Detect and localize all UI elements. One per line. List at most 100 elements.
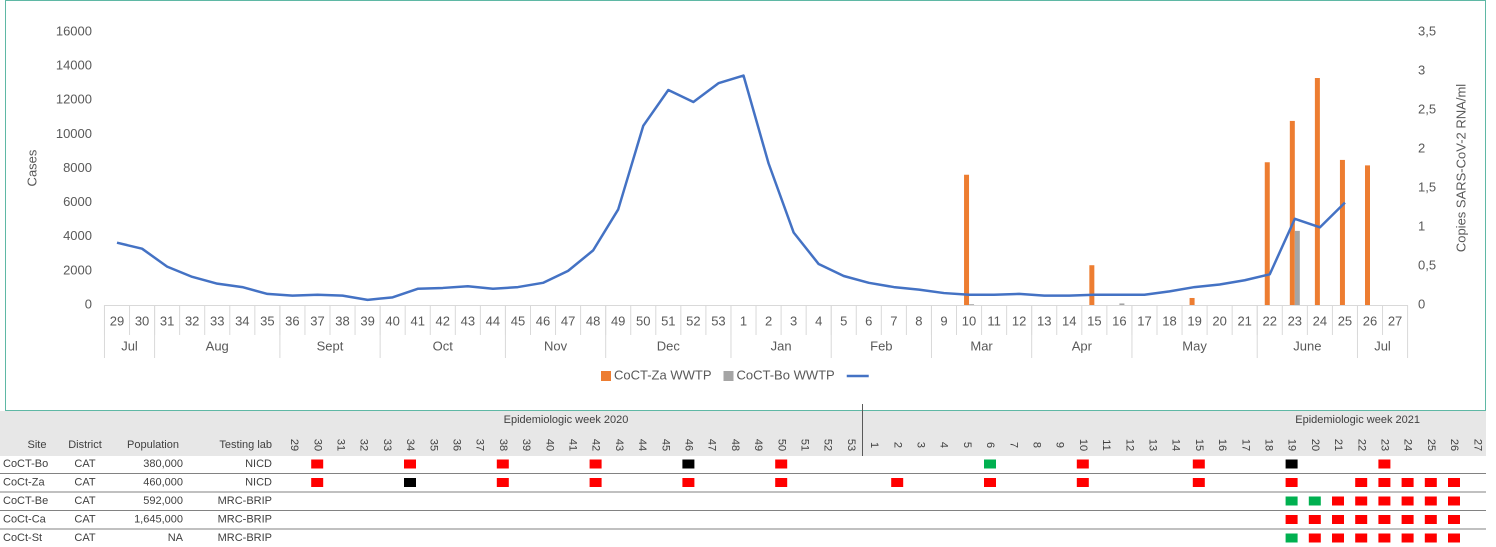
- x-tick-label: 7: [890, 313, 897, 328]
- x-tick-label: 20: [1212, 313, 1226, 328]
- month-label: Nov: [544, 338, 568, 353]
- x-tick-label: 47: [561, 313, 575, 328]
- week-header: 36: [450, 439, 462, 451]
- x-tick-label: 15: [1087, 313, 1101, 328]
- x-tick-label: 51: [661, 313, 675, 328]
- month-label: Oct: [433, 338, 454, 353]
- legend-label: CoCT-Za WWTP: [614, 367, 712, 382]
- x-tick-label: 17: [1137, 313, 1151, 328]
- x-tick-label: 45: [511, 313, 525, 328]
- x-tick-label: 33: [210, 313, 224, 328]
- week-header: 9: [1054, 442, 1066, 448]
- y-axis-label: Cases: [24, 149, 39, 186]
- y-tick-label: 12000: [56, 92, 92, 107]
- week-header: 47: [706, 439, 718, 451]
- week-header: 3: [914, 442, 926, 448]
- week-header: 24: [1402, 439, 1414, 451]
- week-header: 6: [984, 442, 996, 448]
- line: [116, 74, 1346, 302]
- week-header: 13: [1146, 439, 1158, 451]
- status-cell: [1448, 496, 1460, 506]
- cell-text: CoCt-St: [3, 532, 42, 544]
- status-cell: [1448, 478, 1460, 487]
- x-tick-label: 43: [461, 313, 475, 328]
- y2-tick-label: 0: [1418, 296, 1425, 311]
- week-header: 41: [566, 439, 578, 451]
- week-header: 20: [1309, 439, 1321, 451]
- month-label: June: [1293, 338, 1321, 353]
- week-header: 2: [891, 442, 903, 448]
- cell-text: CAT: [74, 476, 95, 488]
- week-header: 43: [613, 439, 625, 451]
- status-cell: [1355, 515, 1368, 524]
- x-tick-label: 53: [711, 313, 725, 328]
- bar: [1089, 265, 1095, 305]
- x-tick-label: 34: [235, 313, 249, 328]
- week-header: 18: [1262, 439, 1274, 451]
- week-header: 38: [497, 439, 509, 451]
- x-tick-label: 16: [1112, 313, 1126, 328]
- week-header: 29: [288, 439, 300, 451]
- status-cell: [1285, 459, 1298, 469]
- column-header: Site: [28, 439, 47, 451]
- cell-text: 592,000: [143, 495, 183, 507]
- x-tick-label: 4: [815, 313, 822, 328]
- x-tick-label: 9: [940, 313, 947, 328]
- week-header: 19: [1286, 439, 1298, 451]
- cell-text: CAT: [74, 458, 95, 470]
- status-cell: [1076, 478, 1089, 487]
- month-label: Feb: [870, 338, 892, 353]
- x-tick-label: 41: [410, 313, 424, 328]
- y-tick-label: 6000: [63, 194, 92, 209]
- week-header: 27: [1471, 439, 1483, 451]
- year-header: Epidemiologic week 2020: [504, 414, 629, 426]
- bar: [1289, 120, 1295, 305]
- x-tick-label: 12: [1012, 313, 1026, 328]
- status-cell: [1192, 478, 1205, 487]
- table: Epidemiologic week 2020 Epidemiologic wee…: [0, 414, 1486, 544]
- x-tick-label: 22: [1263, 313, 1277, 328]
- cell-text: NA: [168, 532, 184, 544]
- status-cell: [311, 459, 324, 469]
- week-header: 16: [1216, 439, 1228, 451]
- x-tick-label: 25: [1338, 313, 1352, 328]
- status-cell: [1332, 515, 1344, 524]
- week-header: 31: [334, 439, 346, 451]
- month-label: Jan: [771, 338, 792, 353]
- x-tick-label: 50: [636, 313, 650, 328]
- x-tick-label: 21: [1237, 313, 1251, 328]
- week-header: 42: [590, 439, 602, 451]
- x-tick-label: 27: [1388, 313, 1402, 328]
- month-label: Apr: [1072, 338, 1093, 353]
- status-cell: [404, 459, 416, 469]
- legend-swatch: [723, 371, 734, 381]
- y2-tick-label: 1: [1418, 218, 1425, 233]
- x-tick-label: 32: [185, 313, 199, 328]
- y-tick-label: 14000: [56, 58, 92, 73]
- week-header: 34: [404, 439, 416, 451]
- y-tick-label: 0: [85, 296, 92, 311]
- y-tick-label: 2000: [63, 262, 92, 277]
- x-tick-label: 19: [1187, 313, 1201, 328]
- x-tick-label: 29: [110, 313, 124, 328]
- week-header: 21: [1332, 439, 1344, 451]
- y2-tick-label: 2,5: [1418, 101, 1436, 116]
- status-cell: [1332, 496, 1344, 506]
- week-header: 25: [1425, 439, 1437, 451]
- status-cell: [1355, 533, 1368, 543]
- x-tick-label: 36: [285, 313, 299, 328]
- status-cell: [1308, 515, 1321, 524]
- bar: [1365, 165, 1370, 305]
- bar: [1189, 297, 1195, 305]
- week-header: 45: [659, 439, 671, 451]
- status-cell: [682, 459, 695, 469]
- y2-tick-label: 1,5: [1418, 179, 1436, 194]
- status-cell: [1355, 496, 1368, 506]
- x-tick-label: 24: [1313, 313, 1327, 328]
- x-tick-label: 3: [790, 313, 797, 328]
- status-cell: [775, 459, 788, 469]
- status-cell: [1401, 533, 1414, 543]
- status-cell: [1355, 478, 1368, 487]
- status-cell: [682, 478, 695, 487]
